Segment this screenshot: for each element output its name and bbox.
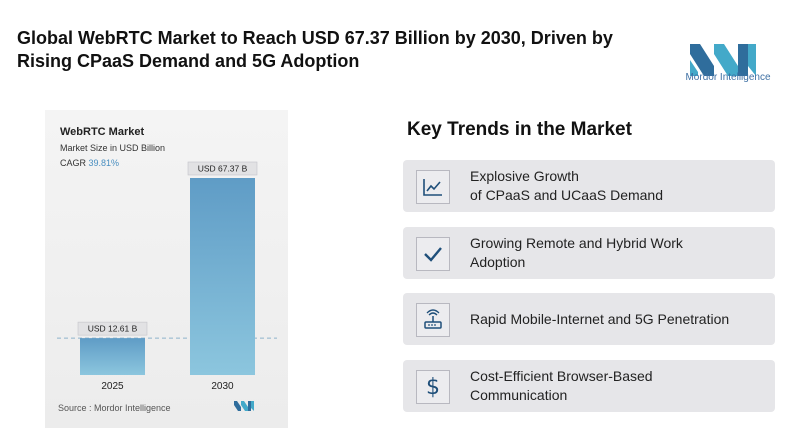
trend-item: Growing Remote and Hybrid Work Adoption bbox=[403, 227, 775, 279]
data-label-box bbox=[77, 321, 148, 336]
x-tick-label: 2030 bbox=[211, 381, 234, 392]
router-icon bbox=[416, 303, 450, 337]
x-tick-label: 2025 bbox=[101, 381, 124, 392]
trend-line-1: Explosive Growth bbox=[470, 168, 579, 184]
trends-title: Key Trends in the Market bbox=[407, 119, 632, 140]
trend-line-1: Rapid Mobile-Internet and 5G Penetration bbox=[470, 310, 730, 327]
trend-item: Explosive Growth of CPaaS and UCaaS Dema… bbox=[403, 160, 775, 212]
brand-name: Mordor Intelligence bbox=[685, 72, 771, 83]
trend-item: $ Cost-Efficient Browser-Based Communica… bbox=[403, 360, 775, 412]
chart-title: WebRTC Market bbox=[60, 126, 145, 138]
checkmark-icon bbox=[416, 237, 450, 271]
trend-item: Rapid Mobile-Internet and 5G Penetration bbox=[403, 293, 775, 345]
bar-2030 bbox=[190, 178, 255, 375]
dollar-icon: $ bbox=[416, 370, 450, 404]
line-chart-icon bbox=[416, 170, 450, 204]
cagr-label: CAGR bbox=[60, 158, 87, 168]
data-label: USD 67.37 B bbox=[198, 164, 248, 174]
bar-2025 bbox=[80, 338, 145, 375]
data-label-box bbox=[187, 161, 258, 176]
chart-cagr: CAGR 39.81% bbox=[60, 158, 119, 168]
mordor-small-logo-icon bbox=[234, 401, 254, 411]
cagr-value: 39.81% bbox=[88, 158, 120, 168]
headline-line-2: Rising CPaaS Demand and 5G Adoption bbox=[17, 51, 360, 71]
mordor-logo-icon bbox=[690, 44, 756, 76]
trend-line-2: Communication bbox=[470, 387, 568, 403]
trend-line-2: of CPaaS and UCaaS Demand bbox=[470, 187, 663, 203]
trend-line-1: Cost-Efficient Browser-Based bbox=[470, 368, 653, 384]
bar-chart: USD 12.61 B 2025 USD 67.37 B 2030 bbox=[57, 161, 277, 392]
headline-line-1: Global WebRTC Market to Reach USD 67.37 … bbox=[17, 28, 613, 48]
trend-line-1: Growing Remote and Hybrid Work bbox=[470, 235, 683, 251]
chart-subtitle: Market Size in USD Billion bbox=[60, 143, 166, 153]
trend-line-2: Adoption bbox=[470, 254, 526, 270]
page-headline: Global WebRTC Market to Reach USD 67.37 … bbox=[17, 27, 667, 73]
data-label: USD 12.61 B bbox=[88, 324, 138, 334]
chart-source: Source : Mordor Intelligence bbox=[58, 403, 171, 413]
